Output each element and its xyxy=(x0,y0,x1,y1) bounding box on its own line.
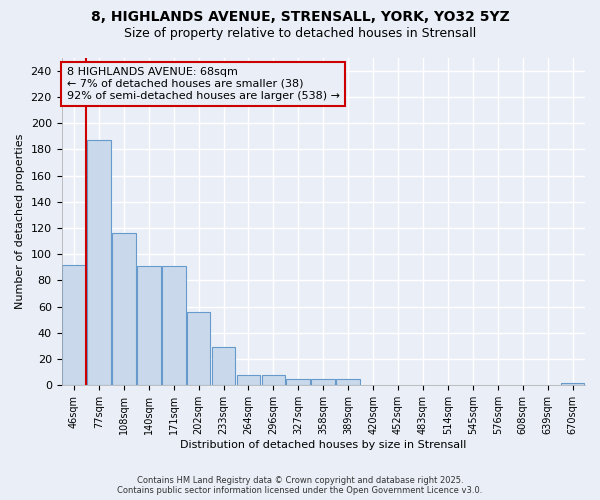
Text: 8, HIGHLANDS AVENUE, STRENSALL, YORK, YO32 5YZ: 8, HIGHLANDS AVENUE, STRENSALL, YORK, YO… xyxy=(91,10,509,24)
Text: 8 HIGHLANDS AVENUE: 68sqm
← 7% of detached houses are smaller (38)
92% of semi-d: 8 HIGHLANDS AVENUE: 68sqm ← 7% of detach… xyxy=(67,68,340,100)
Bar xyxy=(560,382,584,386)
Text: Contains HM Land Registry data © Crown copyright and database right 2025.
Contai: Contains HM Land Registry data © Crown c… xyxy=(118,476,482,495)
X-axis label: Distribution of detached houses by size in Strensall: Distribution of detached houses by size … xyxy=(180,440,466,450)
Bar xyxy=(286,379,310,386)
Y-axis label: Number of detached properties: Number of detached properties xyxy=(15,134,25,309)
Bar xyxy=(137,266,161,386)
Bar xyxy=(212,348,235,386)
Bar xyxy=(262,375,285,386)
Bar xyxy=(62,264,86,386)
Text: Size of property relative to detached houses in Strensall: Size of property relative to detached ho… xyxy=(124,28,476,40)
Bar xyxy=(112,233,136,386)
Bar xyxy=(236,375,260,386)
Bar xyxy=(87,140,111,386)
Bar xyxy=(337,379,360,386)
Bar xyxy=(162,266,185,386)
Bar xyxy=(187,312,211,386)
Bar xyxy=(311,379,335,386)
